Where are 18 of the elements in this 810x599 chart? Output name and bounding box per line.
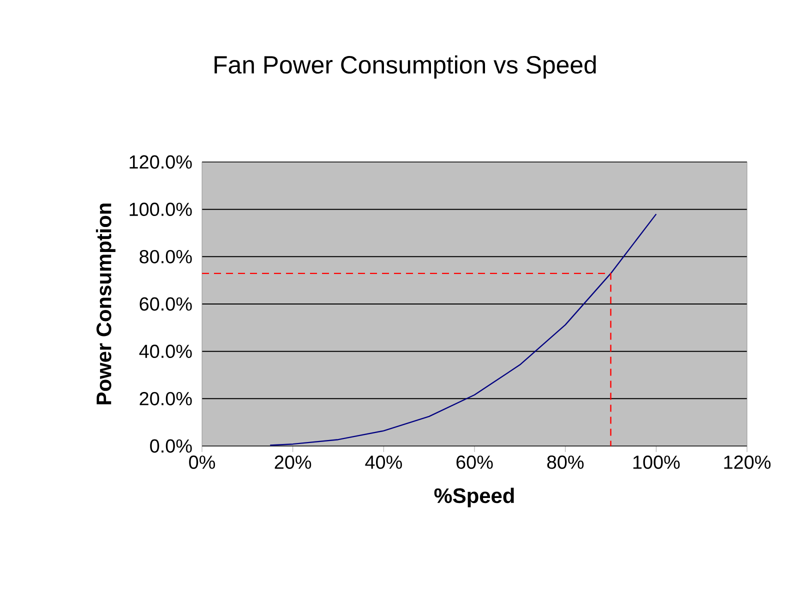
x-tick-label: 100% xyxy=(633,456,680,469)
y-tick-label: 100.0% xyxy=(130,202,192,216)
x-tick-label: 120% xyxy=(724,456,771,469)
x-tick-label: 40% xyxy=(365,456,402,469)
y-axis-title: Power Consumption xyxy=(96,204,116,404)
line-series xyxy=(270,213,657,446)
x-axis-title: %Speed xyxy=(434,488,514,508)
y-tick-label: 120.0% xyxy=(130,155,192,169)
x-tick-label: 20% xyxy=(274,456,312,469)
y-tick-label: 40.0% xyxy=(139,344,192,358)
y-tick-label: 0.0% xyxy=(150,439,192,453)
x-tick-label: 0% xyxy=(189,456,216,469)
y-tick-label: 60.0% xyxy=(140,297,192,311)
chart-title: Fan Power Consumption vs Speed xyxy=(214,55,596,79)
x-tick-label: 60% xyxy=(456,456,493,469)
y-tick-label: 80.0% xyxy=(140,250,192,264)
y-tick-label: 20.0% xyxy=(140,392,192,406)
x-tick-label: 80% xyxy=(547,456,584,469)
